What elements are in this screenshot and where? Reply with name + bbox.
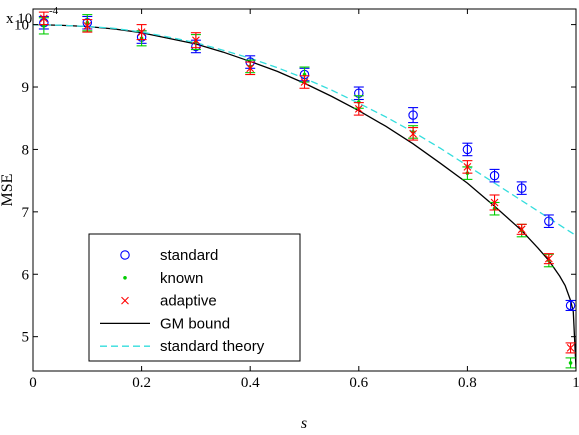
standard-marker bbox=[408, 110, 418, 120]
legend-entry: standard bbox=[120, 247, 218, 264]
legend-label: adaptive bbox=[160, 293, 217, 310]
series-layer bbox=[33, 11, 576, 369]
adaptive-marker bbox=[409, 129, 417, 138]
adaptive-marker-stroke bbox=[409, 129, 417, 138]
y-tick-label: 7 bbox=[22, 205, 30, 221]
y-tick-label: 8 bbox=[22, 142, 30, 158]
x-tick-label: 0.8 bbox=[458, 375, 477, 391]
adaptive-marker-stroke bbox=[544, 254, 553, 263]
adaptive-marker bbox=[463, 163, 472, 171]
y-scale-exponent: -4 bbox=[49, 5, 59, 17]
x-axis-label: s bbox=[301, 415, 307, 432]
y-scale-base: x 10 bbox=[6, 11, 32, 27]
standard-marker bbox=[462, 144, 473, 155]
legend-box bbox=[88, 233, 301, 362]
adaptive-marker bbox=[490, 198, 499, 207]
y-axis-label: MSE bbox=[0, 174, 16, 207]
x-tick-label: 0 bbox=[29, 375, 37, 391]
x-tick-label: 0.2 bbox=[132, 375, 151, 391]
adaptive-series bbox=[38, 11, 576, 354]
y-tick-label: 5 bbox=[22, 330, 30, 346]
adaptive-marker-stroke bbox=[490, 198, 499, 207]
adaptive-marker bbox=[544, 254, 553, 263]
standard-marker bbox=[565, 300, 576, 311]
standard-marker bbox=[489, 170, 500, 181]
adaptive-marker bbox=[566, 344, 575, 352]
x-tick-label: 0.4 bbox=[241, 375, 260, 391]
legend-label: known bbox=[160, 270, 203, 287]
legend-entry: GM bound bbox=[100, 315, 230, 332]
adaptive-marker-stroke bbox=[39, 14, 48, 23]
legend-entry: standard theory bbox=[100, 338, 265, 355]
x-tick-label: 1 bbox=[572, 375, 579, 391]
adaptive-marker bbox=[354, 104, 363, 113]
known-marker bbox=[123, 276, 127, 280]
standard-marker bbox=[120, 250, 130, 260]
adaptive-marker bbox=[137, 28, 146, 36]
gm-bound-line bbox=[33, 23, 576, 368]
legend-entry: adaptive bbox=[121, 293, 217, 310]
legend-label: GM bound bbox=[160, 315, 230, 332]
y-tick-label: 6 bbox=[22, 267, 30, 283]
y-tick-label: 10 bbox=[14, 18, 29, 34]
adaptive-marker-stroke bbox=[566, 344, 575, 352]
x-tick-label: 0.6 bbox=[349, 375, 368, 391]
adaptive-marker-stroke bbox=[463, 163, 472, 171]
adaptive-marker bbox=[300, 78, 309, 86]
adaptive-marker bbox=[246, 64, 255, 73]
legend-label: standard theory bbox=[160, 338, 265, 355]
adaptive-marker-stroke bbox=[121, 296, 129, 305]
y-tick-label: 9 bbox=[22, 80, 30, 96]
adaptive-marker bbox=[39, 14, 48, 23]
standard-marker bbox=[544, 216, 554, 226]
adaptive-marker-stroke bbox=[246, 64, 255, 73]
legend-label: standard bbox=[160, 247, 218, 264]
tick-layer: 0 0.2 0.4 0.6 0.8 1 5 6 7 8 9 10 bbox=[14, 9, 579, 391]
adaptive-marker-stroke bbox=[137, 28, 146, 36]
standard-marker bbox=[516, 183, 527, 193]
adaptive-marker-stroke bbox=[83, 21, 92, 30]
adaptive-marker-stroke bbox=[192, 36, 200, 45]
adaptive-marker bbox=[83, 21, 92, 30]
adaptive-marker-stroke bbox=[354, 104, 363, 113]
adaptive-marker bbox=[192, 36, 200, 45]
adaptive-marker bbox=[517, 225, 526, 234]
adaptive-marker-stroke bbox=[300, 78, 309, 86]
legend: standard known adaptive GM bound standard th… bbox=[88, 233, 301, 362]
legend-entry: known bbox=[123, 270, 203, 287]
adaptive-marker-stroke bbox=[517, 225, 526, 234]
known-marker bbox=[568, 361, 573, 365]
legend-entries: standard known adaptive GM bound standard th… bbox=[100, 247, 265, 355]
adaptive-marker bbox=[121, 296, 129, 305]
